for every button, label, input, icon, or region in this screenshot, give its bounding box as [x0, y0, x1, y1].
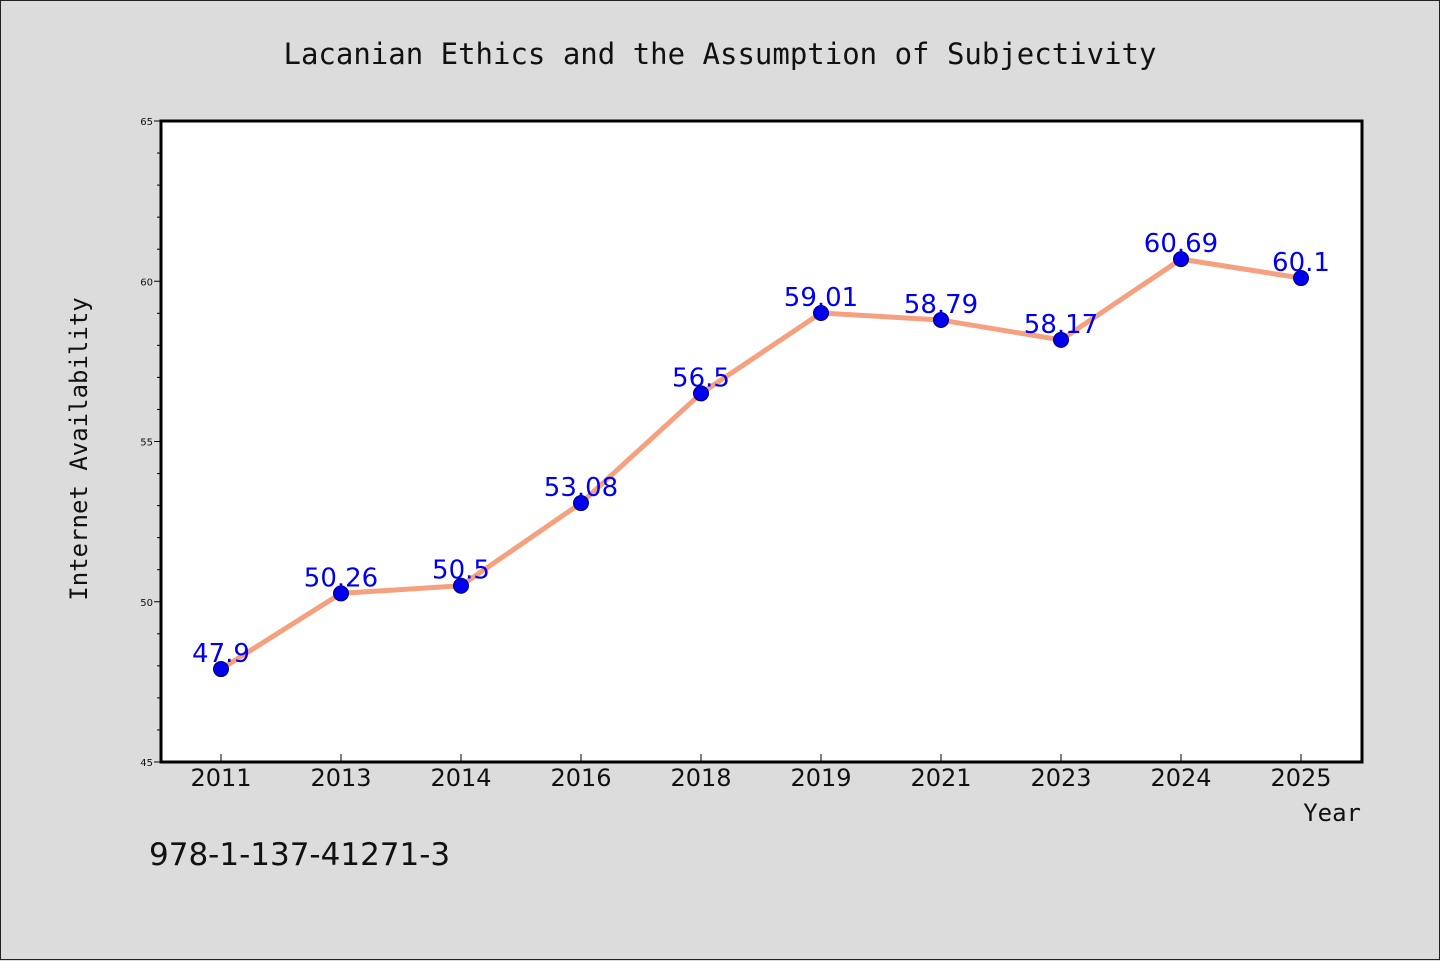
data-label: 58.79 [904, 290, 978, 320]
x-tick-label: 2011 [190, 764, 251, 792]
data-point [213, 661, 229, 678]
data-label: 60.69 [1144, 229, 1218, 259]
x-tick-label: 2019 [790, 764, 851, 792]
data-point [453, 577, 469, 594]
x-axis-label: Year [1303, 799, 1361, 827]
data-point [573, 495, 589, 512]
x-tick-label: 2013 [310, 764, 371, 792]
isbn-annotation: 978-1-137-41271-3 [149, 837, 450, 873]
data-point [333, 585, 349, 602]
x-tick-label: 2016 [550, 764, 611, 792]
series-group: 47.9 50.26 50.5 53.08 56.5 59.01 58.79 58.17 60.… [192, 229, 1330, 678]
y-axis-label: Internet Availability [65, 297, 93, 600]
x-tick-label: 2014 [430, 764, 491, 792]
data-point [1293, 270, 1309, 287]
x-tick-label: 2018 [670, 764, 731, 792]
plot-area [159, 119, 1364, 764]
data-point [1053, 331, 1069, 348]
x-tick-label: 2023 [1030, 764, 1091, 792]
data-point [693, 385, 709, 402]
x-tick-label: 2024 [1150, 764, 1211, 792]
data-point [933, 312, 949, 329]
y-tick-label: 55 [140, 438, 153, 449]
data-label: 56.5 [672, 363, 730, 393]
y-tick-label: 65 [140, 117, 153, 128]
data-label: 53.08 [544, 473, 618, 503]
y-tick-label: 60 [140, 277, 153, 288]
chart-title: Lacanian Ethics and the Assumption of Su… [284, 37, 1157, 71]
y-axis: 45 50 55 60 65 [140, 117, 161, 769]
data-label: 59.01 [784, 283, 858, 313]
data-label: 47.9 [192, 639, 250, 669]
data-label: 50.5 [432, 556, 490, 586]
data-label: 58.17 [1024, 310, 1098, 340]
x-axis: 2011 2013 2014 2016 2018 2019 2021 2023 2024 2025 [190, 754, 1332, 792]
series-line [218, 256, 1304, 672]
y-tick-label: 45 [140, 758, 153, 769]
x-tick-label: 2021 [910, 764, 971, 792]
x-tick-label: 2025 [1270, 764, 1331, 792]
data-point [813, 304, 829, 321]
y-tick-label: 50 [140, 598, 153, 609]
data-point [1173, 251, 1189, 268]
data-label: 50.26 [304, 563, 378, 593]
data-label: 60.1 [1272, 248, 1330, 278]
